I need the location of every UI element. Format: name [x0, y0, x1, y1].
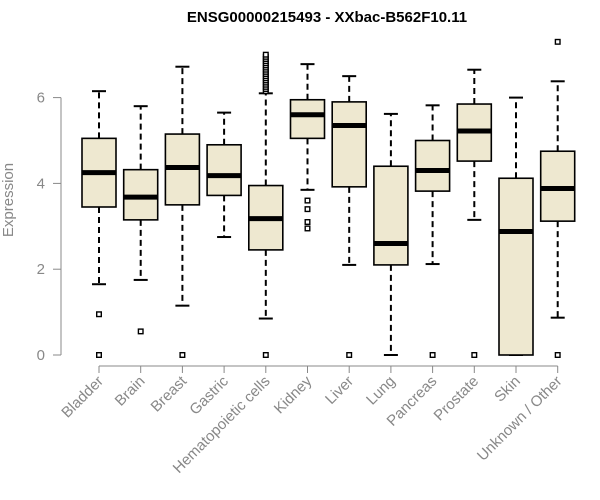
iqr-box [498, 177, 534, 356]
box-unknown-other [539, 38, 576, 359]
box-prostate [456, 68, 493, 359]
box-liver [331, 75, 368, 359]
outlier-point [304, 197, 311, 204]
outlier-point [95, 352, 102, 359]
outlier-point [429, 352, 436, 359]
outlier-point [179, 352, 186, 359]
outlier-point [262, 352, 269, 359]
outlier-point [471, 352, 478, 359]
y-tick-label: 0 [37, 347, 45, 364]
x-tick-label-prostate: Prostate [431, 373, 483, 425]
x-tick-label-breast: Breast [148, 372, 191, 415]
y-tick-label: 2 [37, 261, 45, 278]
chart-title: ENSG00000215493 - XXbac-B562F10.11 [187, 9, 467, 26]
box-kidney [289, 63, 326, 232]
outlier-point [304, 206, 311, 213]
y-tick-label: 4 [37, 175, 45, 192]
box-brain [122, 105, 159, 335]
box-hematopoietic-cells [248, 51, 284, 359]
outlier-point [346, 352, 353, 359]
y-axis: 0 2 4 6 [37, 90, 62, 364]
boxes-group [81, 38, 576, 359]
x-tick-label-skin: Skin [491, 373, 524, 406]
iqr-box [331, 101, 368, 188]
outlier-point [262, 51, 269, 58]
box-skin [498, 96, 534, 356]
outlier-point [95, 311, 102, 318]
iqr-box [373, 165, 409, 266]
x-tick-label-kidney: Kidney [271, 372, 316, 417]
outlier-point [137, 328, 144, 335]
iqr-box [414, 139, 451, 192]
box-pancreas [414, 104, 451, 359]
box-bladder [81, 90, 117, 359]
y-tick-label: 6 [37, 90, 45, 107]
outlier-point [304, 225, 311, 232]
iqr-box [206, 143, 242, 197]
box-breast [164, 65, 201, 359]
x-tick-label-brain: Brain [112, 373, 149, 410]
x-tick-label-lung: Lung [363, 373, 399, 409]
outlier-point [554, 38, 561, 45]
x-tick-label-liver: Liver [322, 373, 357, 408]
box-gastric [206, 111, 242, 239]
box-lung [373, 112, 409, 356]
outlier-point [304, 219, 311, 226]
outlier-point [554, 352, 561, 359]
y-axis-label: Expression [0, 163, 17, 237]
iqr-box [289, 98, 326, 140]
x-tick-label-bladder: Bladder [58, 373, 107, 422]
